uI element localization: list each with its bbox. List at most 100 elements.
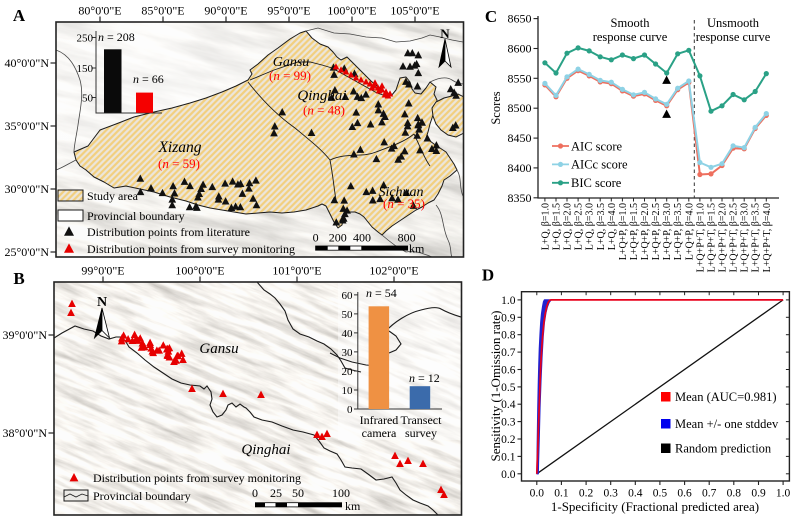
svg-text:102°0'0"E: 102°0'0"E (369, 264, 418, 278)
svg-text:10: 10 (342, 385, 354, 397)
svg-text:Random prediction: Random prediction (675, 442, 772, 456)
svg-text:39°0'0"N: 39°0'0"N (2, 328, 47, 342)
svg-text:100°0'0"E: 100°0'0"E (175, 264, 224, 278)
svg-text:(n = 35): (n = 35) (383, 196, 425, 211)
svg-text:8450: 8450 (508, 131, 532, 145)
svg-text:0.9: 0.9 (751, 488, 766, 500)
svg-text:Gansu: Gansu (199, 341, 238, 357)
svg-text:n = 66: n = 66 (133, 72, 164, 86)
svg-text:40°0'0"N: 40°0'0"N (4, 56, 49, 70)
svg-text:L+Q, β=3.5: L+Q, β=3.5 (596, 203, 607, 250)
svg-text:Gansu: Gansu (273, 55, 310, 70)
svg-text:150: 150 (77, 63, 94, 75)
svg-text:Unsmooth: Unsmooth (707, 16, 760, 30)
svg-text:0.4: 0.4 (501, 399, 516, 411)
svg-text:L+Q+P, β=1.0: L+Q+P, β=1.0 (618, 203, 629, 260)
svg-text:35°0'0"N: 35°0'0"N (4, 119, 49, 133)
svg-text:30: 30 (342, 347, 354, 359)
svg-text:L+Q+P, β=2.5: L+Q+P, β=2.5 (651, 203, 662, 260)
svg-text:Transect: Transect (401, 413, 443, 427)
svg-text:0.8: 0.8 (727, 488, 742, 500)
svg-text:8400: 8400 (508, 161, 532, 175)
svg-text:8550: 8550 (508, 71, 532, 85)
svg-text:800: 800 (398, 231, 416, 245)
svg-text:0.6: 0.6 (501, 365, 516, 377)
svg-text:L+Q, β=2.0: L+Q, β=2.0 (563, 203, 574, 250)
svg-text:L+Q+P, β=4.0: L+Q+P, β=4.0 (684, 203, 695, 260)
svg-text:40: 40 (342, 328, 354, 340)
svg-text:L+Q+P+T, β=2.0: L+Q+P+T, β=2.0 (718, 203, 729, 272)
svg-text:20: 20 (342, 366, 354, 378)
svg-text:200: 200 (329, 231, 347, 245)
svg-text:D: D (482, 266, 494, 285)
svg-text:L+Q+P, β=1.5: L+Q+P, β=1.5 (629, 203, 640, 260)
svg-text:N: N (97, 295, 107, 310)
svg-text:n = 208: n = 208 (98, 30, 135, 44)
svg-text:8350: 8350 (508, 191, 532, 205)
svg-text:(n = 99): (n = 99) (269, 68, 311, 83)
svg-text:0.2: 0.2 (501, 434, 516, 446)
svg-text:Sichuan: Sichuan (378, 185, 423, 200)
svg-text:B: B (13, 269, 24, 288)
svg-text:8650: 8650 (508, 12, 532, 26)
svg-text:0.5: 0.5 (501, 382, 516, 394)
svg-text:Distribution points from surve: Distribution points from survey monitori… (87, 242, 295, 256)
svg-text:Smooth: Smooth (611, 16, 651, 30)
svg-text:Scores: Scores (489, 91, 503, 124)
svg-text:100: 100 (332, 486, 350, 500)
svg-text:L+Q+P, β=3.0: L+Q+P, β=3.0 (662, 203, 673, 260)
svg-text:0.2: 0.2 (579, 488, 594, 500)
svg-text:0.1: 0.1 (501, 451, 516, 463)
svg-text:(n = 59): (n = 59) (158, 156, 200, 171)
svg-text:camera: camera (362, 426, 397, 440)
svg-text:0.7: 0.7 (501, 347, 516, 359)
svg-text:50: 50 (342, 309, 354, 321)
svg-text:0: 0 (313, 231, 319, 245)
svg-text:0.7: 0.7 (702, 488, 717, 500)
svg-text:30°0'0"N: 30°0'0"N (4, 182, 49, 196)
svg-text:km: km (409, 242, 425, 256)
svg-text:0.0: 0.0 (501, 469, 516, 481)
svg-text:N: N (440, 26, 450, 41)
svg-text:L+Q, β=1.5: L+Q, β=1.5 (552, 203, 563, 250)
svg-text:km: km (345, 499, 361, 513)
svg-text:0.5: 0.5 (653, 488, 668, 500)
svg-text:80°0'0"E: 80°0'0"E (78, 4, 121, 18)
svg-text:0.6: 0.6 (677, 488, 692, 500)
svg-text:L+Q, β=1.0: L+Q, β=1.0 (540, 203, 551, 250)
svg-text:99°0'0"E: 99°0'0"E (81, 264, 124, 278)
svg-text:8600: 8600 (508, 42, 532, 56)
svg-text:101°0'0"E: 101°0'0"E (272, 264, 321, 278)
svg-text:L+Q+P+T, β=4.0: L+Q+P+T, β=4.0 (762, 203, 773, 272)
svg-text:L+Q, β=2.5: L+Q, β=2.5 (574, 203, 585, 250)
svg-text:L+Q+P, β=2.0: L+Q+P, β=2.0 (640, 203, 651, 260)
svg-text:Xizang: Xizang (157, 139, 201, 156)
svg-text:Provincial boundary: Provincial boundary (93, 489, 191, 503)
svg-text:25: 25 (270, 486, 282, 500)
svg-text:A: A (13, 6, 26, 25)
svg-text:AICc score: AICc score (571, 158, 628, 172)
svg-text:50: 50 (82, 93, 94, 105)
svg-text:60: 60 (342, 290, 354, 302)
svg-text:Provincial boundary: Provincial boundary (87, 209, 185, 223)
svg-text:Qinghai: Qinghai (241, 442, 290, 458)
svg-text:0.8: 0.8 (501, 330, 516, 342)
svg-text:0.4: 0.4 (628, 488, 643, 500)
svg-text:0.9: 0.9 (501, 312, 516, 324)
svg-text:1-Specificity (Fractional pred: 1-Specificity (Fractional predicted area… (551, 499, 759, 514)
svg-text:AIC score: AIC score (571, 139, 622, 153)
svg-text:L+Q+P, β=3.5: L+Q+P, β=3.5 (673, 203, 684, 260)
svg-text:n = 54: n = 54 (366, 286, 397, 300)
svg-text:0.1: 0.1 (554, 488, 569, 500)
svg-text:response curve: response curve (593, 30, 668, 44)
svg-text:L+Q+P+T, β=1.0: L+Q+P+T, β=1.0 (695, 203, 706, 272)
svg-text:Sensitivity (1-Omission rate): Sensitivity (1-Omission rate) (488, 311, 503, 462)
svg-text:100°0'0"E: 100°0'0"E (327, 4, 376, 18)
svg-text:response curve: response curve (696, 30, 771, 44)
svg-text:85°0'0"E: 85°0'0"E (141, 4, 184, 18)
svg-text:Mean (AUC=0.981): Mean (AUC=0.981) (675, 390, 776, 404)
svg-text:survey: survey (405, 426, 437, 440)
svg-text:38°0'0"N: 38°0'0"N (2, 426, 47, 440)
svg-text:n = 12: n = 12 (409, 371, 440, 385)
svg-text:Infrared: Infrared (360, 413, 399, 427)
